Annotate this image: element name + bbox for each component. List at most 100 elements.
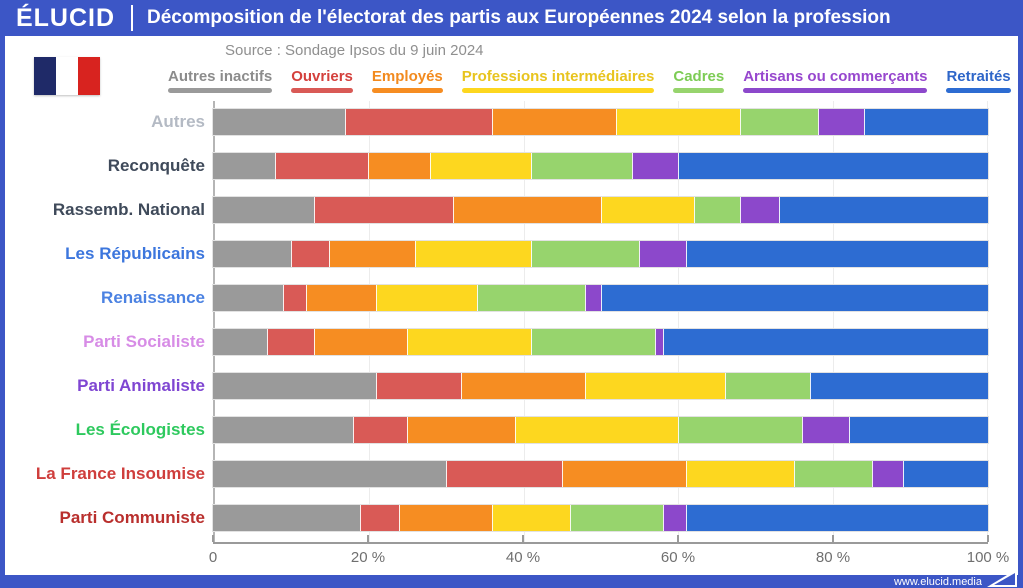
bar-row: Parti Socialiste xyxy=(83,329,988,355)
chart-panel: Source : Sondage Ipsos du 9 juin 2024 Au… xyxy=(5,36,1018,575)
x-axis-line xyxy=(212,535,989,544)
bar-segment xyxy=(662,505,686,531)
bar-segment xyxy=(352,417,407,443)
x-tick-label: 80 % xyxy=(815,549,851,566)
bar-segment xyxy=(492,109,616,135)
legend-item: Artisans ou commerçants xyxy=(743,68,928,93)
legend-color-bar xyxy=(743,88,928,93)
bar-segment xyxy=(685,241,988,267)
legend-item: Ouvriers xyxy=(291,68,353,93)
flag-stripe-blue xyxy=(34,57,56,95)
stacked-bar xyxy=(213,505,988,531)
bar-segment xyxy=(213,241,291,267)
bar-row: Parti Animaliste xyxy=(77,373,988,399)
bar-segment xyxy=(306,285,376,311)
bar-segment xyxy=(778,197,988,223)
bar-segment xyxy=(678,417,802,443)
bar-segment xyxy=(600,285,988,311)
legend-label: Professions intermédiaires xyxy=(461,68,655,85)
category-label: Les Écologistes xyxy=(75,420,205,439)
stacked-bar xyxy=(213,329,988,355)
bar-segment xyxy=(585,285,601,311)
bar-segment xyxy=(693,197,740,223)
bar-segment xyxy=(267,329,314,355)
category-label: Rassemb. National xyxy=(52,200,205,219)
bar-segment xyxy=(414,241,531,267)
bar-segment xyxy=(213,197,314,223)
category-label: Renaissance xyxy=(101,288,205,307)
bar-segment xyxy=(678,153,988,179)
stacked-bar xyxy=(213,417,988,443)
legend: Autres inactifs Ouvriers Employés Professio… xyxy=(168,63,1018,93)
category-label: Autres xyxy=(151,112,205,131)
bar-segment xyxy=(561,461,686,487)
bar-segment xyxy=(213,329,268,355)
bar-row: Les Écologistes xyxy=(76,417,988,443)
elucid-logo: ÉLUCID xyxy=(15,3,116,32)
x-tick-label: 100 % xyxy=(966,549,1010,566)
bar-segment xyxy=(213,373,376,399)
elucid-arrow-icon xyxy=(987,568,1017,587)
x-tick-label: 40 % xyxy=(505,549,541,566)
bar-segment xyxy=(406,329,531,355)
bar-segment xyxy=(631,153,678,179)
bar-segment xyxy=(375,285,477,311)
legend-item: Retraités xyxy=(946,68,1011,93)
legend-label: Retraités xyxy=(946,68,1011,85)
flag-stripe-white xyxy=(56,57,78,95)
chart: Autres Reconquête Rassemb. National Les Rép… xyxy=(36,101,1009,566)
bar-segment xyxy=(530,153,632,179)
bar-segment xyxy=(329,241,415,267)
bar-segment xyxy=(616,109,740,135)
bar-segment xyxy=(639,241,686,267)
site-url: www.elucid.media xyxy=(893,575,982,588)
bar-segment xyxy=(515,417,678,443)
bar-row: Rassemb. National xyxy=(53,197,988,223)
stacked-bar xyxy=(213,461,988,487)
legend-color-bar xyxy=(461,88,655,93)
tick-mark xyxy=(987,110,989,116)
bar-segment xyxy=(290,241,330,267)
plot-rows: Autres Reconquête Rassemb. National Les Rép… xyxy=(36,109,988,531)
bar-segment xyxy=(685,461,795,487)
source-caption: Source : Sondage Ipsos du 9 juin 2024 xyxy=(225,42,484,59)
category-label: Les Républicains xyxy=(65,244,205,263)
bar-segment xyxy=(817,109,864,135)
bar-segment xyxy=(654,329,663,355)
legend-label: Artisans ou commerçants xyxy=(743,68,928,85)
bar-segment xyxy=(585,373,725,399)
bar-segment xyxy=(344,109,492,135)
bar-segment xyxy=(871,461,903,487)
category-label: Parti Socialiste xyxy=(83,332,205,351)
bar-segment xyxy=(213,109,345,135)
bar-segment xyxy=(740,197,779,223)
legend-color-bar xyxy=(946,88,1011,93)
bar-segment xyxy=(600,197,694,223)
stacked-bar xyxy=(213,109,988,135)
bar-segment xyxy=(213,285,283,311)
bar-segment xyxy=(724,373,810,399)
stacked-bar xyxy=(213,153,988,179)
category-label: La France Insoumise xyxy=(35,464,205,483)
legend-color-bar xyxy=(371,88,443,93)
x-axis-labels: 0 20 % 40 % 60 % 80 % 100 % xyxy=(209,544,1009,566)
bar-segment xyxy=(794,461,872,487)
bar-segment xyxy=(313,197,454,223)
bar-segment xyxy=(864,109,988,135)
french-flag-icon xyxy=(34,57,100,95)
bar-segment xyxy=(848,417,988,443)
stacked-bar xyxy=(213,285,988,311)
stacked-bar xyxy=(213,241,988,267)
tick-mark xyxy=(677,535,679,542)
plot-area: Autres Reconquête Rassemb. National Les Rép… xyxy=(36,101,989,542)
bar-segment xyxy=(685,505,988,531)
bar-segment xyxy=(530,329,655,355)
bar-segment xyxy=(375,373,461,399)
bar-segment xyxy=(213,153,275,179)
bar-segment xyxy=(662,329,988,355)
legend-label: Ouvriers xyxy=(291,68,353,85)
bar-segment xyxy=(453,197,601,223)
bar-segment xyxy=(368,153,430,179)
bar-segment xyxy=(809,373,988,399)
bar-segment xyxy=(275,153,368,179)
